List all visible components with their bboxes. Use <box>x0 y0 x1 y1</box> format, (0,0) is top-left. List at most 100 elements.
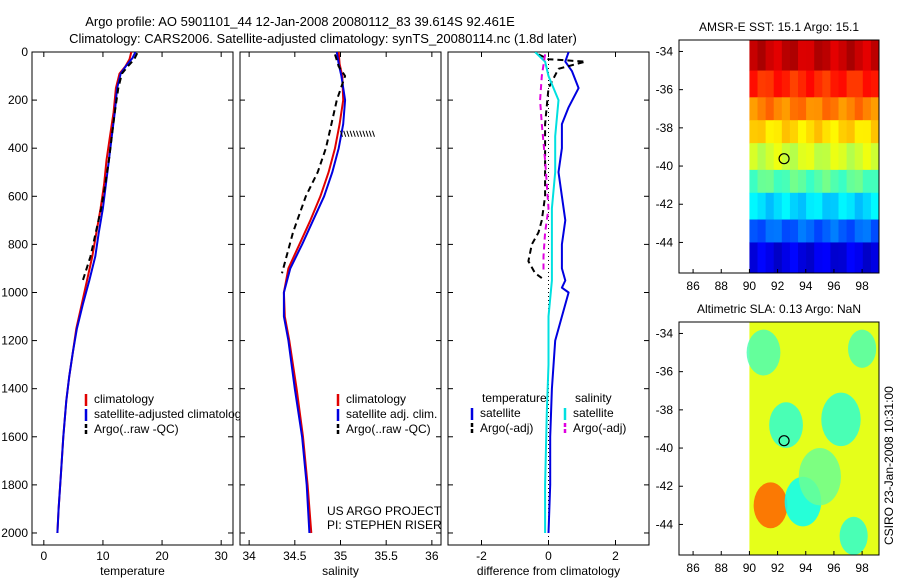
series-line-argo-raw-qc- <box>281 54 347 274</box>
heatmap-cell <box>830 242 840 273</box>
x-tick-label: 92 <box>771 561 785 575</box>
x-tick-label: 96 <box>827 561 841 575</box>
heatmap-cell <box>854 242 864 273</box>
heatmap-cell <box>806 143 815 171</box>
heatmap-cell <box>806 219 815 244</box>
heatmap-cell <box>773 97 783 121</box>
axes-frame <box>678 321 880 556</box>
x-tick-label: 94 <box>799 561 813 575</box>
heatmap-cell <box>846 192 856 221</box>
heatmap-cell <box>765 70 775 98</box>
x-tick-label: 36 <box>425 549 439 563</box>
heatmap-cell <box>814 143 823 171</box>
heatmap-cell <box>830 97 840 121</box>
heatmap-cell <box>749 192 759 221</box>
heatmap-cell <box>749 143 759 171</box>
heatmap-cell <box>798 242 807 273</box>
series-group <box>527 52 587 534</box>
heatmap-cell <box>773 192 783 221</box>
heatmap-cell <box>830 120 840 144</box>
series-line-satellite-adj-clim- <box>282 52 347 534</box>
heatmap-cell <box>806 70 815 98</box>
heatmap-cell <box>765 219 775 244</box>
x-tick-label: 94 <box>799 279 813 293</box>
y-tick-label: 1400 <box>1 382 28 396</box>
heatmap-altimetric-sla <box>746 322 879 555</box>
heatmap-cell <box>870 70 879 98</box>
heatmap-cell <box>822 143 832 171</box>
panel-amsre-sst: AMSR-E SST: 15.1 Argo: 15.1 86 88 90 92 94 96 9… <box>656 20 880 293</box>
heatmap-cell <box>830 192 840 221</box>
chart-panels: 0 10 20 30020040060080010001200140016001800… <box>1 20 880 578</box>
heatmap-cell <box>773 242 783 273</box>
heatmap-cell <box>814 70 823 98</box>
heatmap-cell <box>798 97 807 121</box>
heatmap-cell <box>870 169 879 194</box>
heatmap-cell <box>798 143 807 171</box>
heatmap-cell <box>757 219 767 244</box>
x-axis-label: salinity <box>322 564 359 578</box>
heatmap-cell <box>862 97 872 121</box>
heatmap-cell <box>838 169 848 194</box>
y-tick-label: 200 <box>8 93 28 107</box>
x-axis-label: difference from climatology <box>477 564 620 578</box>
x-tick-label: 88 <box>715 279 729 293</box>
heatmap-cell <box>789 70 799 98</box>
legend-label: Argo(..raw -QC) <box>346 422 431 436</box>
y-tick-label: 0 <box>21 45 28 59</box>
heatmap-cell <box>838 120 848 144</box>
series-line-satellite-adjusted-climatology <box>56 52 137 534</box>
heatmap-cell <box>838 192 848 221</box>
y-tick-label: 1600 <box>1 430 28 444</box>
heatmap-cell <box>870 40 879 72</box>
heatmap-cell <box>781 219 791 244</box>
heatmap-cell <box>781 169 791 194</box>
x-tick-label: 0 <box>545 549 552 563</box>
heatmap-cell <box>798 70 807 98</box>
heatmap-cell <box>870 219 879 244</box>
heatmap-cell <box>806 242 815 273</box>
heatmap-amsre-sst <box>749 40 879 273</box>
heatmap-cell <box>830 169 840 194</box>
heatmap-cell <box>765 97 775 121</box>
annotation-tick <box>356 130 359 137</box>
y-tick-label: -40 <box>656 441 674 455</box>
y-tick-label: 400 <box>8 141 28 155</box>
heatmap-cell <box>838 143 848 171</box>
legend-label: climatology <box>346 392 406 406</box>
heatmap-cell <box>757 97 767 121</box>
heatmap-cell <box>806 40 815 72</box>
heatmap-cell <box>838 40 848 72</box>
heatmap-cell <box>854 192 864 221</box>
heatmap-cell <box>814 169 823 194</box>
heatmap-cell <box>870 97 879 121</box>
heatmap-cell <box>814 192 823 221</box>
heatmap-cell <box>822 169 832 194</box>
heatmap-cell <box>822 40 832 72</box>
heatmap-blob <box>746 329 781 376</box>
x-tick-label: 86 <box>686 279 700 293</box>
heatmap-cell <box>757 242 767 273</box>
x-tick-label: 90 <box>743 279 757 293</box>
heatmap-cell <box>846 143 856 171</box>
heatmap-cell <box>862 192 872 221</box>
y-tick-label: -36 <box>656 365 674 379</box>
heatmap-cell <box>862 143 872 171</box>
heatmap-cell <box>749 219 759 244</box>
y-tick-label: -38 <box>656 121 674 135</box>
heatmap-cell <box>765 192 775 221</box>
x-axis-label: temperature <box>100 564 165 578</box>
heatmap-cell <box>846 97 856 121</box>
heatmap-cell <box>814 40 823 72</box>
argo-location-marker <box>778 435 790 447</box>
heatmap-cell <box>854 219 864 244</box>
heatmap-cell <box>765 120 775 144</box>
heatmap-cell <box>773 120 783 144</box>
heatmap-blob <box>769 402 803 449</box>
heatmap-cell <box>789 219 799 244</box>
x-tick-label: 34 <box>242 549 256 563</box>
annotation-tick <box>349 130 353 137</box>
x-tick-label: 20 <box>155 549 169 563</box>
heatmap-cell <box>749 169 759 194</box>
